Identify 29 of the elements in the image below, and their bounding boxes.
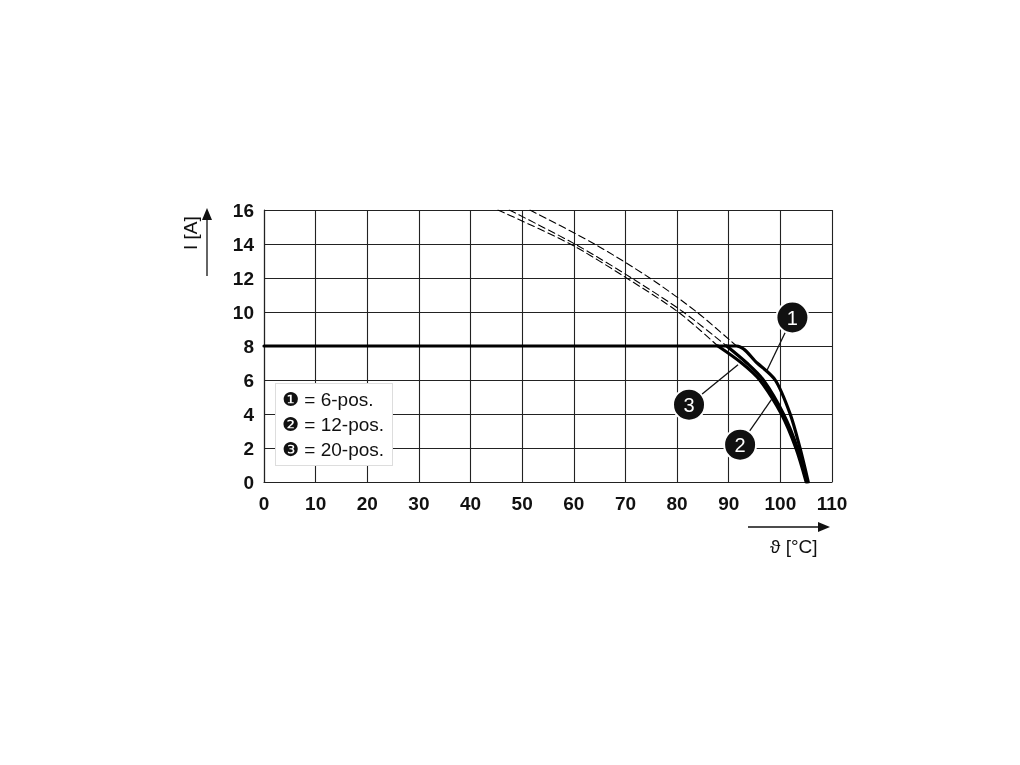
y-axis-title: I [A] xyxy=(180,216,202,250)
x-tick-label: 100 xyxy=(764,493,797,514)
annotation: 1 xyxy=(786,306,798,329)
y-tick-label: 6 xyxy=(243,369,254,391)
x-tick-label: 70 xyxy=(614,493,637,514)
y-tick-label: 10 xyxy=(232,301,254,323)
y-tick-label: 8 xyxy=(243,335,254,357)
y-tick-label: 4 xyxy=(243,403,255,425)
annotation: ❷ = 12-pos. xyxy=(282,412,385,437)
x-axis-title: ϑ [°C] xyxy=(770,536,818,558)
annotation: ❶ = 6-pos. xyxy=(282,387,375,412)
x-tick-label: 40 xyxy=(459,493,482,514)
y-tick-label: 12 xyxy=(232,267,254,289)
x-tick-label: 10 xyxy=(305,493,327,514)
x-tick-label: 50 xyxy=(511,493,533,514)
y-tick-label: 14 xyxy=(232,233,255,255)
x-tick-label: 110 xyxy=(816,493,848,514)
x-tick-label: 30 xyxy=(408,493,430,514)
y-tick-label: 2 xyxy=(243,437,254,459)
x-tick-label: 0 xyxy=(258,493,270,514)
annotation: 2 xyxy=(734,433,746,456)
x-tick-label: 90 xyxy=(718,493,740,514)
x-tick-label: 20 xyxy=(356,493,378,514)
y-tick-label: 16 xyxy=(232,199,254,221)
x-tick-label: 60 xyxy=(563,493,585,514)
annotation: ❸ = 20-pos. xyxy=(282,437,385,462)
x-tick-label: 80 xyxy=(666,493,688,514)
y-tick-label: 0 xyxy=(243,471,254,493)
annotation: 3 xyxy=(683,393,695,416)
